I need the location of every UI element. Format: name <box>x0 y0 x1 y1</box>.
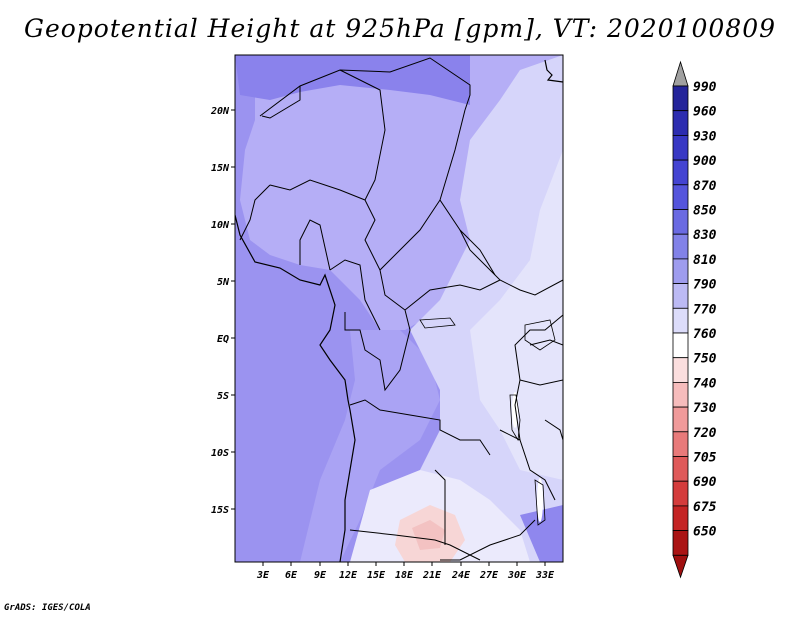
low-spot-core <box>412 520 445 550</box>
colorbar: 990 960 930 900 870 850 830 810 790 770 760 750 740 7… <box>672 60 717 579</box>
chart-title: Geopotential Height at 925hPa [gpm], VT:… <box>23 14 777 43</box>
colorbar-cell <box>672 381 689 408</box>
lon-label: 3E <box>256 570 270 581</box>
east-light-field <box>470 150 563 480</box>
colorbar-cell <box>672 431 689 457</box>
colorbar-label: 750 <box>693 352 717 367</box>
colorbar-label: 730 <box>693 401 717 416</box>
colorbar-label: 810 <box>693 253 717 268</box>
colorbar-label: 850 <box>693 204 717 219</box>
country-borders <box>239 57 563 561</box>
southeast-dark <box>520 505 563 562</box>
colorbar-label: 960 <box>693 105 717 120</box>
colorbar-bottom-arrow <box>672 554 689 579</box>
lon-label: 18E <box>395 570 414 581</box>
colorbar-cell <box>672 357 689 383</box>
north-dark-band <box>235 55 470 105</box>
lon-label: 6E <box>285 570 298 581</box>
colorbar-cell <box>672 307 689 334</box>
colorbar-label: 790 <box>693 278 717 293</box>
lat-label: 10S <box>211 448 229 459</box>
colorbar-label: 770 <box>693 302 717 317</box>
map-frame <box>234 54 564 563</box>
lat-label: 5S <box>217 391 229 402</box>
colorbar-label: 650 <box>693 525 717 540</box>
lat-axis: 20N 15N 10N 5N EQ 5S 10S 15S <box>210 106 235 516</box>
colorbar-cell <box>672 406 689 433</box>
colorbar-top-arrow <box>672 60 689 87</box>
colorbar-label: 900 <box>693 154 717 169</box>
colorbar-label: 740 <box>693 376 717 391</box>
colorbar-cell <box>672 505 689 531</box>
colorbar-label: 705 <box>693 451 717 466</box>
lon-label: 9E <box>314 570 327 581</box>
colorbar-label: 675 <box>693 500 717 515</box>
colorbar-cell <box>672 480 689 507</box>
lake-outlines <box>419 317 556 526</box>
coastline <box>235 59 563 562</box>
map-panel <box>235 55 563 562</box>
colorbar-cell <box>672 283 689 309</box>
credit-label: GrADS: IGES/COLA <box>4 603 91 613</box>
colorbar-cell <box>672 456 689 482</box>
lat-label: 20N <box>210 106 230 117</box>
lon-label: 24E <box>451 570 471 581</box>
colorbar-cell <box>672 85 689 112</box>
colorbar-label: 760 <box>693 327 717 342</box>
colorbar-cell <box>672 233 689 260</box>
colorbar-label: 870 <box>693 179 717 194</box>
lat-label: EQ <box>217 334 229 345</box>
lon-label: 21E <box>422 570 442 581</box>
colorbar-label: 830 <box>693 228 717 243</box>
colorbar-label: 930 <box>693 129 717 144</box>
colorbar-cell <box>672 159 689 186</box>
southwest-band <box>300 330 440 562</box>
lon-label: 12E <box>339 570 358 581</box>
lon-label: 15E <box>367 570 386 581</box>
lake <box>537 478 543 522</box>
colorbar-cell <box>672 332 689 359</box>
colorbar-cell <box>672 184 689 210</box>
colorbar-label: 990 <box>693 80 717 95</box>
lon-label: 27E <box>479 570 499 581</box>
colorbar-cell <box>672 134 689 161</box>
colorbar-cell <box>672 530 689 556</box>
colorbar-cell <box>672 258 689 284</box>
lat-label: 5N <box>217 277 230 288</box>
colorbar-cell <box>672 209 689 235</box>
lat-label: 15S <box>211 505 229 516</box>
colorbar-label: 720 <box>693 426 717 441</box>
lon-label: 33E <box>535 570 555 581</box>
lon-label: 30E <box>507 570 527 581</box>
lon-axis: 3E 6E 9E 12E 15E 18E 21E 24E 27E 30E 33E <box>256 562 555 581</box>
colorbar-cell <box>672 110 689 136</box>
lat-label: 15N <box>211 163 230 174</box>
lat-label: 10N <box>211 220 230 231</box>
colorbar-label: 690 <box>693 475 717 490</box>
